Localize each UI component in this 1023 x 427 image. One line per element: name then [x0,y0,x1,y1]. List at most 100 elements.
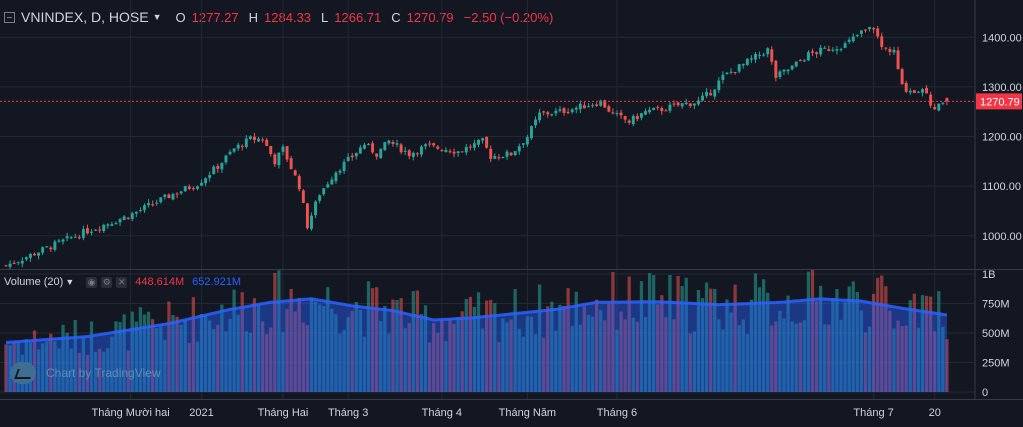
candle-body [383,142,387,151]
candle-body [550,114,554,116]
volume-bar [700,298,705,392]
volume-bar [762,279,766,392]
time-tick-label: Tháng 6 [597,407,637,419]
volume-bar [835,289,839,392]
candle-body [33,253,36,256]
volume-bar [586,314,591,392]
candle-body [611,112,615,114]
volume-bar [615,329,619,392]
volume-bar [293,311,297,392]
eye-icon[interactable]: ◉ [86,276,98,288]
candle-body [815,52,819,54]
volume-bar [53,341,57,392]
volume-bar [472,306,477,392]
candle-body [644,111,647,115]
volume-bar [403,328,407,392]
volume-bar [89,321,94,392]
candle-body [859,30,863,34]
candle-body [582,105,586,109]
volume-bar [916,327,921,392]
volume-bar [313,301,318,392]
volume-bar [546,306,550,392]
candle-body [228,151,232,155]
volume-bar [334,314,338,392]
volume-bar [212,329,216,392]
volume-bar [191,297,195,392]
volume-bar [126,350,130,392]
volume-bar [819,285,823,392]
volume-bar [232,289,236,392]
candle-body [257,138,261,142]
chevron-down-icon[interactable]: ▼ [65,277,75,287]
volume-bar [171,314,175,392]
volume-title[interactable]: Volume (20) [4,276,64,288]
price-tick-label: 1000.00 [982,231,1022,243]
volume-bar [236,314,240,392]
volume-bar [456,316,460,392]
volume-bar [464,298,468,392]
candle-body [90,231,94,233]
volume-bar [729,312,733,392]
volume-bar [106,348,110,392]
candle-body [45,246,49,248]
price-tick-label: 1100.00 [982,181,1021,193]
volume-bar [831,298,835,392]
close-icon[interactable]: ✕ [116,276,128,288]
candle-body [436,146,440,149]
volume-bar [900,326,904,392]
candle-body [106,224,110,226]
candle-body [892,49,896,53]
candle-body [411,152,415,157]
volume-bar [350,311,354,392]
collapse-legend-icon[interactable] [4,11,15,23]
candle-body [297,176,301,190]
candle-body [53,241,57,250]
volume-bar [195,341,200,392]
candle-body [456,151,460,154]
candle-body [130,213,134,219]
volume-bar [684,277,688,392]
candle-body [896,50,900,70]
volume-bar [680,286,684,392]
candle-body [798,60,802,62]
volume-bar [224,331,228,392]
candle-body [41,247,45,253]
volume-bar [904,325,908,392]
candle-body [24,257,28,260]
tradingview-logo-icon [10,362,36,384]
candle-body [766,48,770,55]
tradingview-watermark[interactable]: Chart by TradingView [10,362,161,384]
candle-body [318,195,322,201]
chevron-down-icon[interactable]: ▼ [152,12,162,22]
volume-bar [717,319,721,392]
candle-body [823,47,827,49]
candle-body [794,61,798,67]
volume-bar [81,338,86,392]
candle-body [37,252,41,256]
volume-bar [289,288,293,392]
high-label: H [248,9,259,25]
volume-bar [330,308,334,392]
candle-body [204,178,208,184]
candle-body [375,153,379,157]
volume-bar [383,305,387,392]
candle-body [855,35,859,37]
candle-body [847,39,851,42]
settings-icon[interactable]: ⚙ [101,276,113,288]
volume-bar [525,316,530,392]
volume-bar [566,288,570,392]
candle-body [554,110,558,114]
candle-body [167,194,171,199]
volume-bar [354,301,358,392]
volume-bar [688,333,692,392]
volume-bar [859,310,864,392]
symbol-title[interactable]: VNINDEX, D, HOSE [21,9,149,25]
volume-bar [619,311,623,392]
time-tick-label: Tháng Năm [499,407,556,419]
candle-body [253,136,256,141]
candle-body [477,139,480,145]
candle-body [908,90,912,93]
volume-bar [757,287,762,392]
time-tick-label: Tháng 7 [853,407,893,419]
